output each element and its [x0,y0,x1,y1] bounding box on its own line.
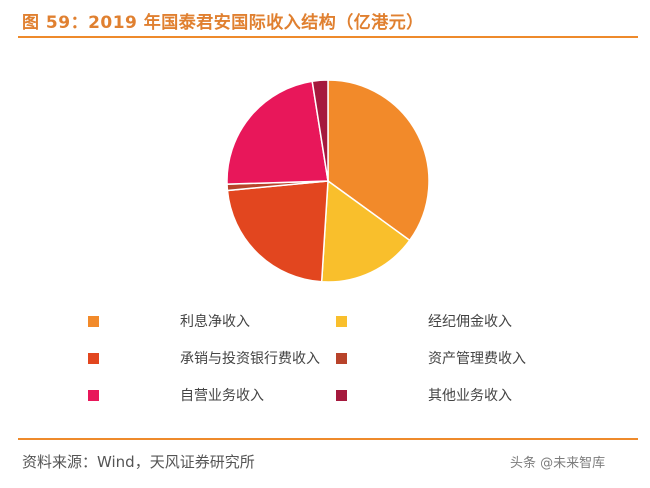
title-bar: 图 59：2019 年国泰君安国际收入结构（亿港元） [18,6,638,38]
pie-slice-interest [327,79,430,242]
chart-title: 图 59：2019 年国泰君安国际收入结构（亿港元） [22,13,424,33]
watermark: 头条 @未来智库 [510,456,606,471]
pie-slice-brokerage [320,179,411,283]
pie-slice-proprietary [226,80,329,185]
source-note: 资料来源：Wind，天风证券研究所 [22,453,255,471]
pie-slice-underwriting [226,180,329,283]
footer-divider [18,438,638,440]
pie-slice-other [311,79,329,182]
